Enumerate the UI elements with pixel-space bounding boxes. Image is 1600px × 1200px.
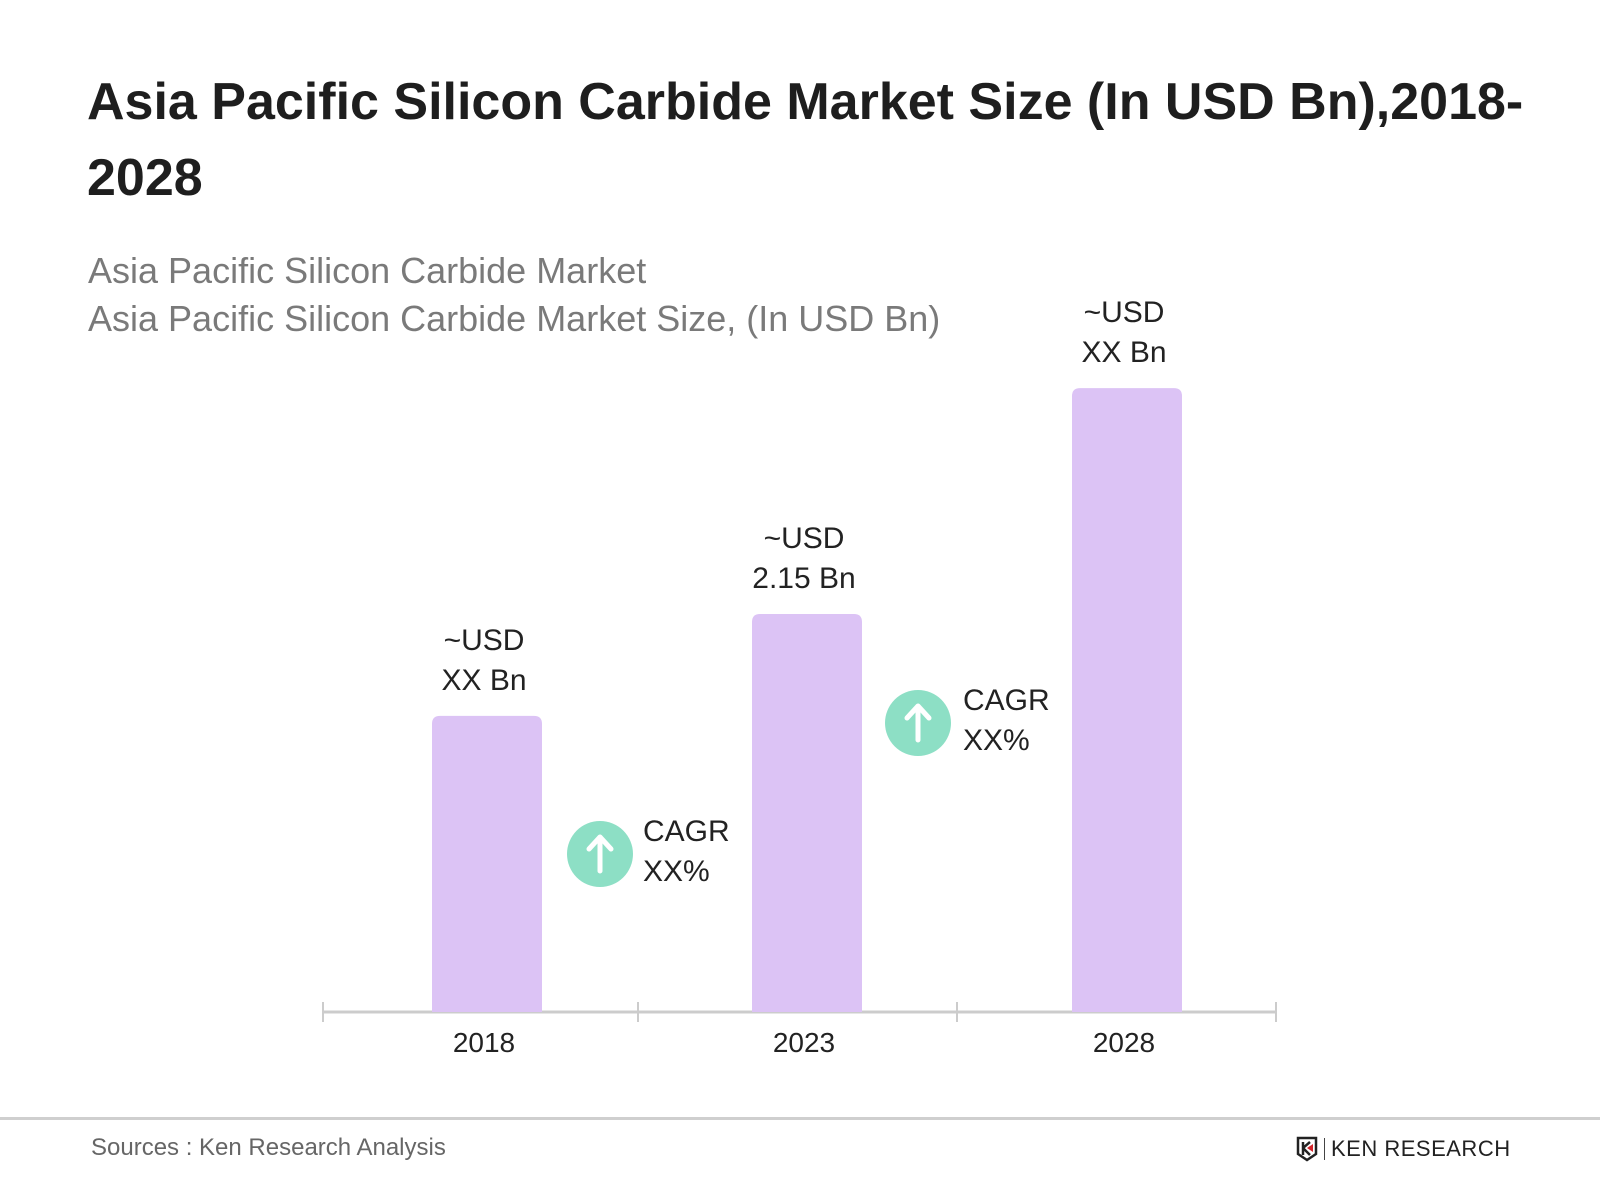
bar-2028 — [1072, 388, 1182, 1012]
data-label: 2.15 Bn — [752, 562, 855, 595]
cagr-label: CAGR — [643, 815, 730, 848]
data-label: ~USD — [764, 522, 845, 555]
data-label: XX Bn — [1081, 336, 1166, 369]
cagr-label: CAGR — [963, 684, 1050, 717]
source-note: Sources : Ken Research Analysis — [91, 1134, 446, 1161]
cagr-label: XX% — [643, 855, 710, 888]
data-label: ~USD — [444, 624, 525, 657]
data-label: ~USD — [1084, 296, 1165, 329]
chart-title: Asia Pacific Silicon Carbide Market Size… — [87, 73, 1524, 207]
chart-subtitle-2: Asia Pacific Silicon Carbide Market Size… — [88, 298, 941, 339]
ken-research-logo-icon — [1296, 1136, 1318, 1162]
x-tick-label: 2023 — [773, 1027, 835, 1058]
x-tick-label: 2028 — [1093, 1027, 1155, 1058]
footer-divider — [0, 1117, 1600, 1120]
logo-separator — [1324, 1138, 1325, 1160]
bar-2018 — [432, 715, 542, 1012]
cagr-label: XX% — [963, 724, 1030, 757]
x-tick-label: 2018 — [453, 1027, 515, 1058]
chart-subtitle-1: Asia Pacific Silicon Carbide Market — [88, 250, 647, 291]
ken-research-logo: KEN RESEARCH — [1296, 1136, 1511, 1162]
logo-text: KEN RESEARCH — [1331, 1136, 1511, 1161]
arrow-up-icon — [586, 834, 614, 874]
arrow-up-icon — [904, 703, 932, 743]
bar-chart: 2018 ~USD XX Bn 2023 ~USD 2.15 Bn 2028 ~USD XX B… — [322, 296, 1277, 1058]
bar-2023 — [752, 614, 862, 1012]
data-label: XX Bn — [441, 664, 526, 697]
